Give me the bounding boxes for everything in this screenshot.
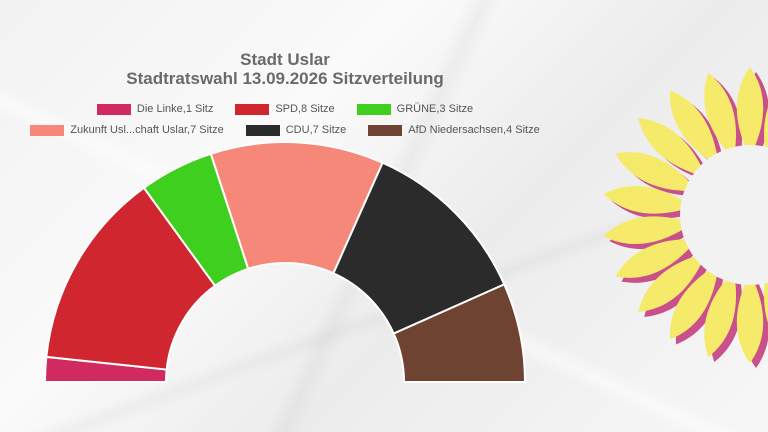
sunflower-petal <box>704 72 736 160</box>
legend-row-2: Zukunft Usl...chaft Uslar,7 Sitze CDU,7 S… <box>0 124 570 136</box>
legend-item[interactable]: CDU,7 Sitze <box>245 124 347 136</box>
semicircle-chart <box>43 141 527 383</box>
chart-title: Stadt Uslar <box>240 50 330 69</box>
legend-swatch <box>356 103 391 115</box>
legend-swatch <box>245 124 280 136</box>
sunflower-petal <box>704 270 736 358</box>
sunflower-petal <box>669 263 719 340</box>
seat-segment-afd-niedersachsen[interactable] <box>392 283 527 383</box>
legend-label: CDU,7 Sitze <box>285 124 347 136</box>
sunflower-icon <box>603 67 768 368</box>
sunflower-petal <box>615 239 698 278</box>
sunflower-petal <box>638 252 707 312</box>
legend-item[interactable]: GRÜNE,3 Sitze <box>356 103 474 115</box>
sunflower-petal <box>603 185 693 214</box>
legend-label: GRÜNE,3 Sitze <box>396 103 474 115</box>
legend-item[interactable]: Die Linke,1 Sitz <box>96 103 214 115</box>
legend-label: AfD Niedersachsen,4 Sitze <box>408 124 540 136</box>
legend-row-1: Die Linke,1 Sitz SPD,8 Sitze GRÜNE,3 Sitze <box>0 103 570 115</box>
chart-subtitle: Stadtratswahl 13.09.2026 Sitzverteilung <box>126 69 444 88</box>
sunflower-petal <box>736 273 764 363</box>
legend-swatch <box>235 103 270 115</box>
legend-swatch <box>30 124 65 136</box>
seat-segment-spd[interactable] <box>45 186 217 371</box>
sunflower-petal <box>603 216 693 245</box>
legend-item[interactable]: Zukunft Usl...chaft Uslar,7 Sitze <box>30 124 224 136</box>
legend-item[interactable]: SPD,8 Sitze <box>235 103 335 115</box>
sunflower-center <box>680 145 768 285</box>
legend-swatch <box>96 103 131 115</box>
legend-item[interactable]: AfD Niedersachsen,4 Sitze <box>368 124 540 136</box>
sunflower-petal <box>638 118 707 178</box>
legend-label: Die Linke,1 Sitz <box>136 103 214 115</box>
legend-label: SPD,8 Sitze <box>275 103 335 115</box>
legend-label: Zukunft Usl...chaft Uslar,7 Sitze <box>70 124 224 136</box>
sunflower-petal <box>669 90 719 167</box>
legend-swatch <box>368 124 403 136</box>
sunflower-petal <box>736 67 764 157</box>
sunflower-petal <box>615 152 698 191</box>
